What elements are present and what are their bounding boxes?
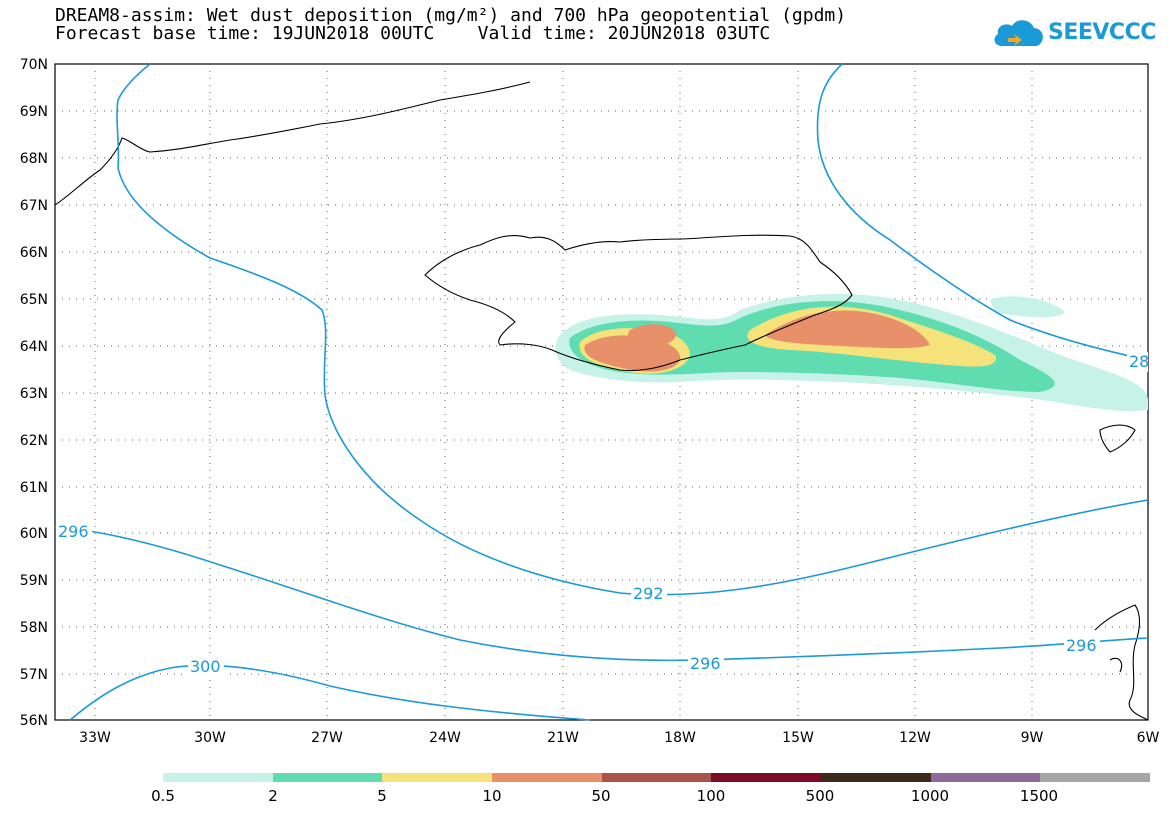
colorbar-label: 50 [591,787,611,805]
map-subtitle: Forecast base time: 19JUN2018 00UTC Vali… [55,23,771,44]
contour-300-line [69,664,591,721]
lat-label: 63N [20,386,48,402]
lat-label: 68N [20,151,48,167]
lon-label: 33W [79,730,111,746]
lat-label: 57N [20,667,48,683]
colorbar-swatch [711,773,822,782]
lat-label: 60N [20,526,48,542]
lat-label: 66N [20,245,48,261]
lat-label: 70N [20,57,48,73]
lat-label: 56N [20,713,48,729]
lon-label: 12W [899,730,931,746]
lat-label: 67N [20,198,48,214]
contour-label: 28 [1129,352,1149,371]
map-frame [54,63,1149,721]
lon-label: 27W [311,730,343,746]
lon-label: 21W [547,730,579,746]
lon-label: 30W [194,730,226,746]
colorbar-swatch [163,773,273,782]
colorbar-label: 0.5 [151,787,175,805]
colorbar-label: 1500 [1019,787,1059,805]
lat-label: 62N [20,433,48,449]
lon-label: 15W [782,730,814,746]
lon-label: 18W [664,730,696,746]
colorbar-swatch [601,773,712,782]
contour-label: 300 [190,657,221,676]
lon-label: 24W [429,730,461,746]
map-title: DREAM8-assim: Wet dust deposition (mg/m²… [55,5,847,26]
latitude-labels: 70N 69N 68N 67N 66N 65N 64N 63N 62N 61N … [20,57,48,729]
colorbar-label: 5 [377,787,387,805]
lat-label: 58N [20,620,48,636]
graticule [55,64,1148,720]
greenland-coast [54,81,531,206]
lat-label: 61N [20,480,48,496]
contour-label: 296 [690,654,721,673]
colorbar [163,773,1151,782]
colorbar-swatch [821,773,931,782]
deposition-10-area-east [765,310,930,349]
deposition-10-area-west [584,324,681,372]
deposition-0.5-patch [990,296,1065,318]
colorbar-label: 100 [696,787,726,805]
iceland-coast [424,234,853,372]
contour-label: 296 [1066,636,1097,655]
lon-label: 9W [1021,730,1044,746]
contour-292-line [116,63,1149,596]
contour-label: 296 [58,522,89,541]
lat-label: 64N [20,339,48,355]
geopotential-contours [54,63,1149,721]
dust-deposition-field [555,293,1148,412]
colorbar-swatch [930,773,1041,782]
colorbar-swatch [382,773,493,782]
colorbar-label: 500 [805,787,835,805]
lat-label: 69N [20,104,48,120]
longitude-labels: 33W 30W 27W 24W 21W 18W 15W 12W 9W 6W [79,730,1159,746]
cloud-icon [994,20,1043,46]
contour-296-west-line [54,526,1149,662]
faroe-coast [1099,424,1136,453]
colorbar-label: 2 [268,787,278,805]
colorbar-swatch [272,773,383,782]
colorbar-label: 1000 [910,787,950,805]
lat-label: 65N [20,292,48,308]
colorbar-swatch [1040,773,1151,782]
lon-label: 6W [1137,730,1160,746]
contour-label: 292 [633,584,664,603]
scotland-coast [1094,604,1149,721]
contour-288-line [816,63,1149,361]
colorbar-label: 10 [482,787,502,805]
contour-labels: 296 292 296 296 300 28 [56,352,1149,677]
colorbar-swatch [492,773,602,782]
seevccc-logo: SEEVCCC [990,14,1156,54]
coastlines [54,81,1149,721]
logo-text: SEEVCCC [1048,20,1156,45]
lat-label: 59N [20,573,48,589]
